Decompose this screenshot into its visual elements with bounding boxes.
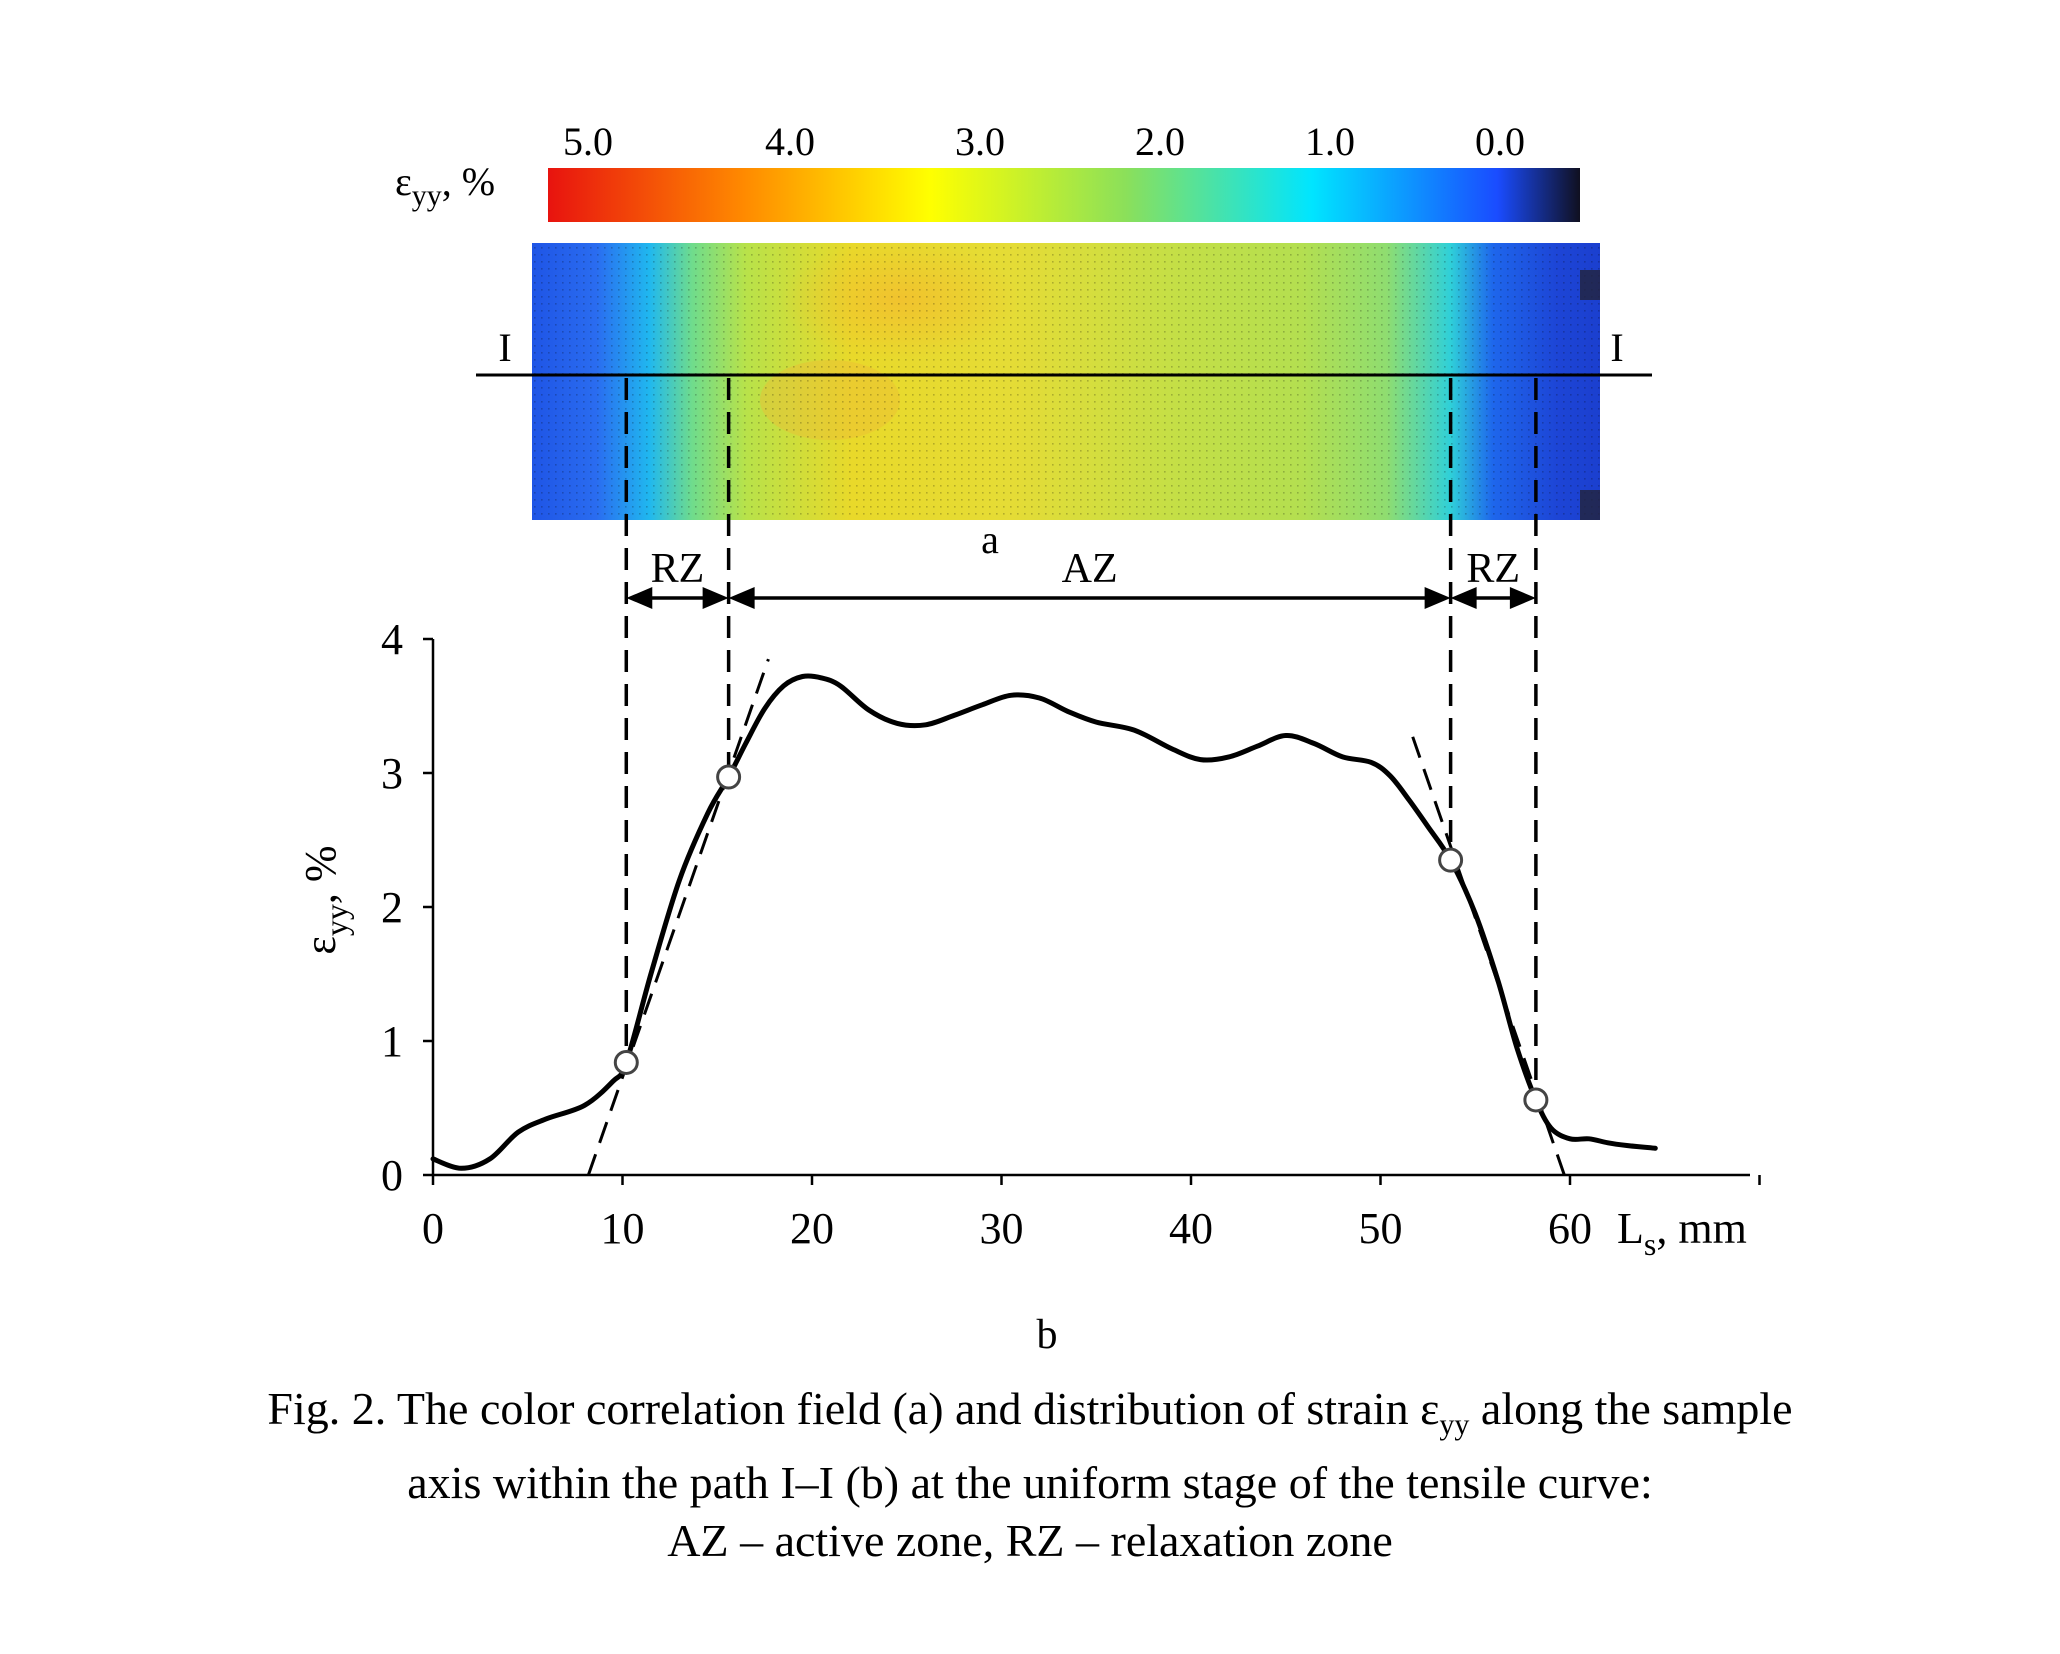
x-tick-label: 40 [1169, 1204, 1213, 1253]
colorbar-tick-label: 0.0 [1475, 119, 1525, 164]
boundary-marker [1438, 847, 1464, 873]
zone-boundary-markers [613, 764, 1549, 1113]
colorbar-tick-label: 2.0 [1135, 119, 1185, 164]
zone-annotations: RZ AZ RZ [624, 378, 1538, 1100]
y-tick-label: 1 [381, 1017, 403, 1066]
strain-chart: 0 10 20 30 40 50 60 0 1 2 3 4 Ls, mm εyy, % b [296, 615, 1761, 1358]
rz-left-arrow-head-right [702, 587, 729, 609]
caption-line-1: Fig. 2. The color correlation field (a) … [267, 1383, 1793, 1442]
x-tick-label: 30 [980, 1204, 1024, 1253]
boundary-marker [716, 764, 742, 790]
strain-field-corner [1580, 490, 1600, 520]
x-tick-label: 60 [1548, 1204, 1592, 1253]
y-tick-label: 3 [381, 749, 403, 798]
colorbar-tick-label: 4.0 [765, 119, 815, 164]
y-tick-label: 2 [381, 883, 403, 932]
colorbar-tick-labels: 5.0 4.0 3.0 2.0 1.0 0.0 [563, 119, 1525, 164]
colorbar: εyy, % 5.0 4.0 3.0 2.0 1.0 0.0 [395, 119, 1580, 222]
boundary-marker [1523, 1087, 1549, 1113]
caption-line-3: AZ – active zone, RZ – relaxation zone [667, 1515, 1393, 1567]
boundary-marker [613, 1049, 639, 1075]
x-tick-label: 50 [1359, 1204, 1403, 1253]
tangent-line [586, 658, 770, 1176]
strain-curve [430, 673, 1658, 1171]
zone-label-az: AZ [1062, 546, 1118, 592]
panel-label-b: b [1037, 1312, 1058, 1358]
rz-right-arrow-head-right [1509, 587, 1536, 609]
y-axis-label: εyy, % [296, 845, 354, 954]
figure: εyy, % 5.0 4.0 3.0 2.0 1.0 0.0 I I a RZ AZ RZ 0… [296, 119, 1761, 1358]
figure-caption: Fig. 2. The color correlation field (a) … [0, 1380, 2060, 1570]
strain-field-corner [1580, 270, 1600, 300]
colorbar-gradient [548, 168, 1580, 222]
y-tick-label: 0 [381, 1151, 403, 1200]
section-label-right: I [1610, 325, 1623, 370]
az-arrow-head-right [1424, 587, 1451, 609]
section-label-left: I [498, 325, 511, 370]
tangent-lines [586, 658, 1566, 1176]
colorbar-tick-label: 1.0 [1305, 119, 1355, 164]
colorbar-tick-label: 5.0 [563, 119, 613, 164]
zone-label-rz-right: RZ [1466, 546, 1520, 592]
x-tick-label: 0 [422, 1204, 444, 1253]
rz-left-arrow-head-left [626, 587, 653, 609]
panel-label-a: a [981, 517, 999, 562]
chart-axes: 0 10 20 30 40 50 60 0 1 2 3 4 [381, 615, 1761, 1253]
az-arrow-head-left [728, 587, 755, 609]
strain-field-speckle [532, 243, 1600, 520]
colorbar-tick-label: 3.0 [955, 119, 1005, 164]
x-axis-label: Ls, mm [1617, 1204, 1747, 1262]
rz-right-arrow-head-left [1450, 587, 1477, 609]
strain-field: I I a [476, 240, 1652, 562]
x-tick-label: 10 [601, 1204, 645, 1253]
x-tick-label: 20 [790, 1204, 834, 1253]
caption-line-2: axis within the path I–I (b) at the unif… [407, 1457, 1653, 1509]
y-tick-label: 4 [381, 615, 403, 664]
colorbar-label: εyy, % [395, 159, 495, 212]
zone-label-rz-left: RZ [651, 546, 705, 592]
